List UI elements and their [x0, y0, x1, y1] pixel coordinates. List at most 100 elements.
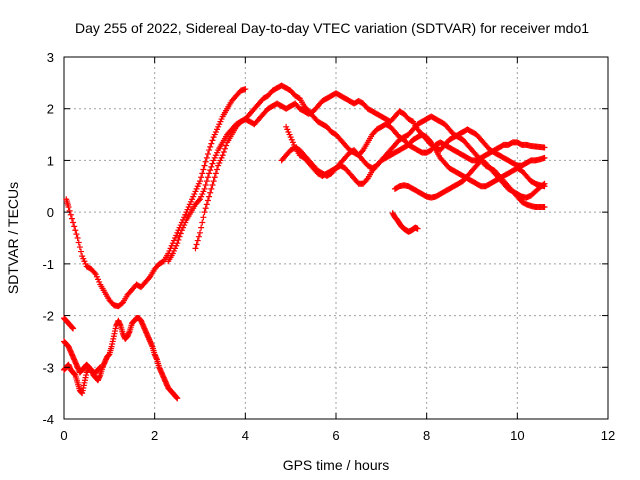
data-point [199, 219, 206, 226]
data-point [223, 142, 230, 149]
data-point [76, 244, 83, 251]
data-point [197, 178, 203, 185]
data-point [203, 154, 210, 161]
data-point [211, 174, 218, 181]
series-track-f [391, 157, 548, 201]
data-point [194, 237, 201, 244]
x-tick-label: 0 [60, 428, 67, 443]
data-point [212, 170, 219, 177]
y-tick-label: -4 [42, 412, 54, 427]
data-point [209, 181, 216, 188]
data-point [540, 181, 547, 188]
series-track-b [165, 82, 548, 265]
y-tick-label: 0 [47, 205, 54, 220]
y-tick-label: 3 [47, 50, 54, 65]
y-tick-label: -1 [42, 257, 54, 272]
data-point [193, 241, 200, 248]
data-point [200, 214, 207, 221]
y-tick-label: -3 [42, 360, 54, 375]
data-point [78, 248, 84, 255]
data-point [201, 162, 208, 169]
data-point [206, 147, 213, 154]
x-tick-label: 2 [151, 428, 158, 443]
data-point [202, 158, 209, 165]
data-point [198, 224, 205, 231]
data-point [192, 245, 199, 252]
data-point [67, 211, 74, 218]
data-point [70, 325, 77, 332]
data-point [209, 160, 216, 167]
data-point [74, 235, 81, 241]
data-point [71, 223, 78, 230]
y-axis-label: SDTVAR / TECUs [5, 182, 21, 294]
data-point [97, 364, 104, 371]
data-point [68, 215, 75, 222]
data-point [204, 174, 211, 181]
grid-layer [64, 57, 608, 419]
data-point [206, 170, 213, 177]
x-axis-label: GPS time / hours [283, 457, 390, 473]
data-point [197, 229, 203, 236]
x-tick-label: 4 [242, 428, 249, 443]
data-point [541, 144, 548, 151]
data-point [214, 166, 220, 173]
data-point [204, 150, 211, 157]
x-tick-label: 12 [601, 428, 615, 443]
data-point [208, 163, 215, 170]
data-point [175, 236, 182, 243]
data-point [201, 209, 208, 216]
data-point [198, 174, 205, 181]
data-point [207, 167, 214, 174]
data-point [207, 189, 214, 196]
data-point [201, 185, 208, 192]
data-point [199, 170, 206, 177]
y-tick-label: 1 [47, 153, 54, 168]
data-point [219, 152, 226, 159]
data-point [242, 86, 249, 93]
data-point [177, 230, 184, 237]
data-point [206, 193, 213, 200]
data-point [204, 197, 211, 204]
data-point [363, 176, 370, 183]
data-point [208, 140, 215, 147]
data-point [202, 205, 209, 212]
x-tick-label: 10 [510, 428, 524, 443]
data-point [541, 180, 548, 187]
series-track-j [61, 315, 77, 332]
data-point [210, 178, 217, 185]
data-point [65, 203, 72, 210]
x-tick-label: 8 [423, 428, 430, 443]
chart-title: Day 255 of 2022, Sidereal Day-to-day VTE… [75, 20, 589, 36]
y-tick-label: -2 [42, 309, 54, 324]
marks-layer [61, 82, 548, 402]
data-point [414, 225, 421, 232]
data-point [209, 137, 216, 144]
data-point [195, 197, 202, 204]
data-point [208, 185, 215, 192]
series-track-h [61, 315, 181, 402]
data-point [146, 275, 152, 282]
series-track-i [61, 338, 104, 376]
series-track-d [283, 123, 548, 190]
data-point [202, 181, 209, 188]
series-track-a [63, 86, 249, 310]
data-point [73, 231, 80, 238]
y-tick-label: 2 [47, 102, 54, 117]
data-point [541, 203, 548, 210]
data-point [75, 239, 82, 246]
data-point [203, 201, 210, 208]
data-point [220, 149, 227, 156]
data-point [174, 395, 181, 402]
data-point [541, 154, 548, 161]
data-point [195, 233, 202, 240]
data-point [66, 207, 73, 214]
data-point [427, 138, 434, 145]
data-point [203, 178, 210, 185]
data-point [70, 219, 77, 226]
data-point [91, 269, 98, 276]
data-point [359, 148, 366, 155]
data-point [200, 166, 207, 173]
data-point [207, 143, 214, 150]
